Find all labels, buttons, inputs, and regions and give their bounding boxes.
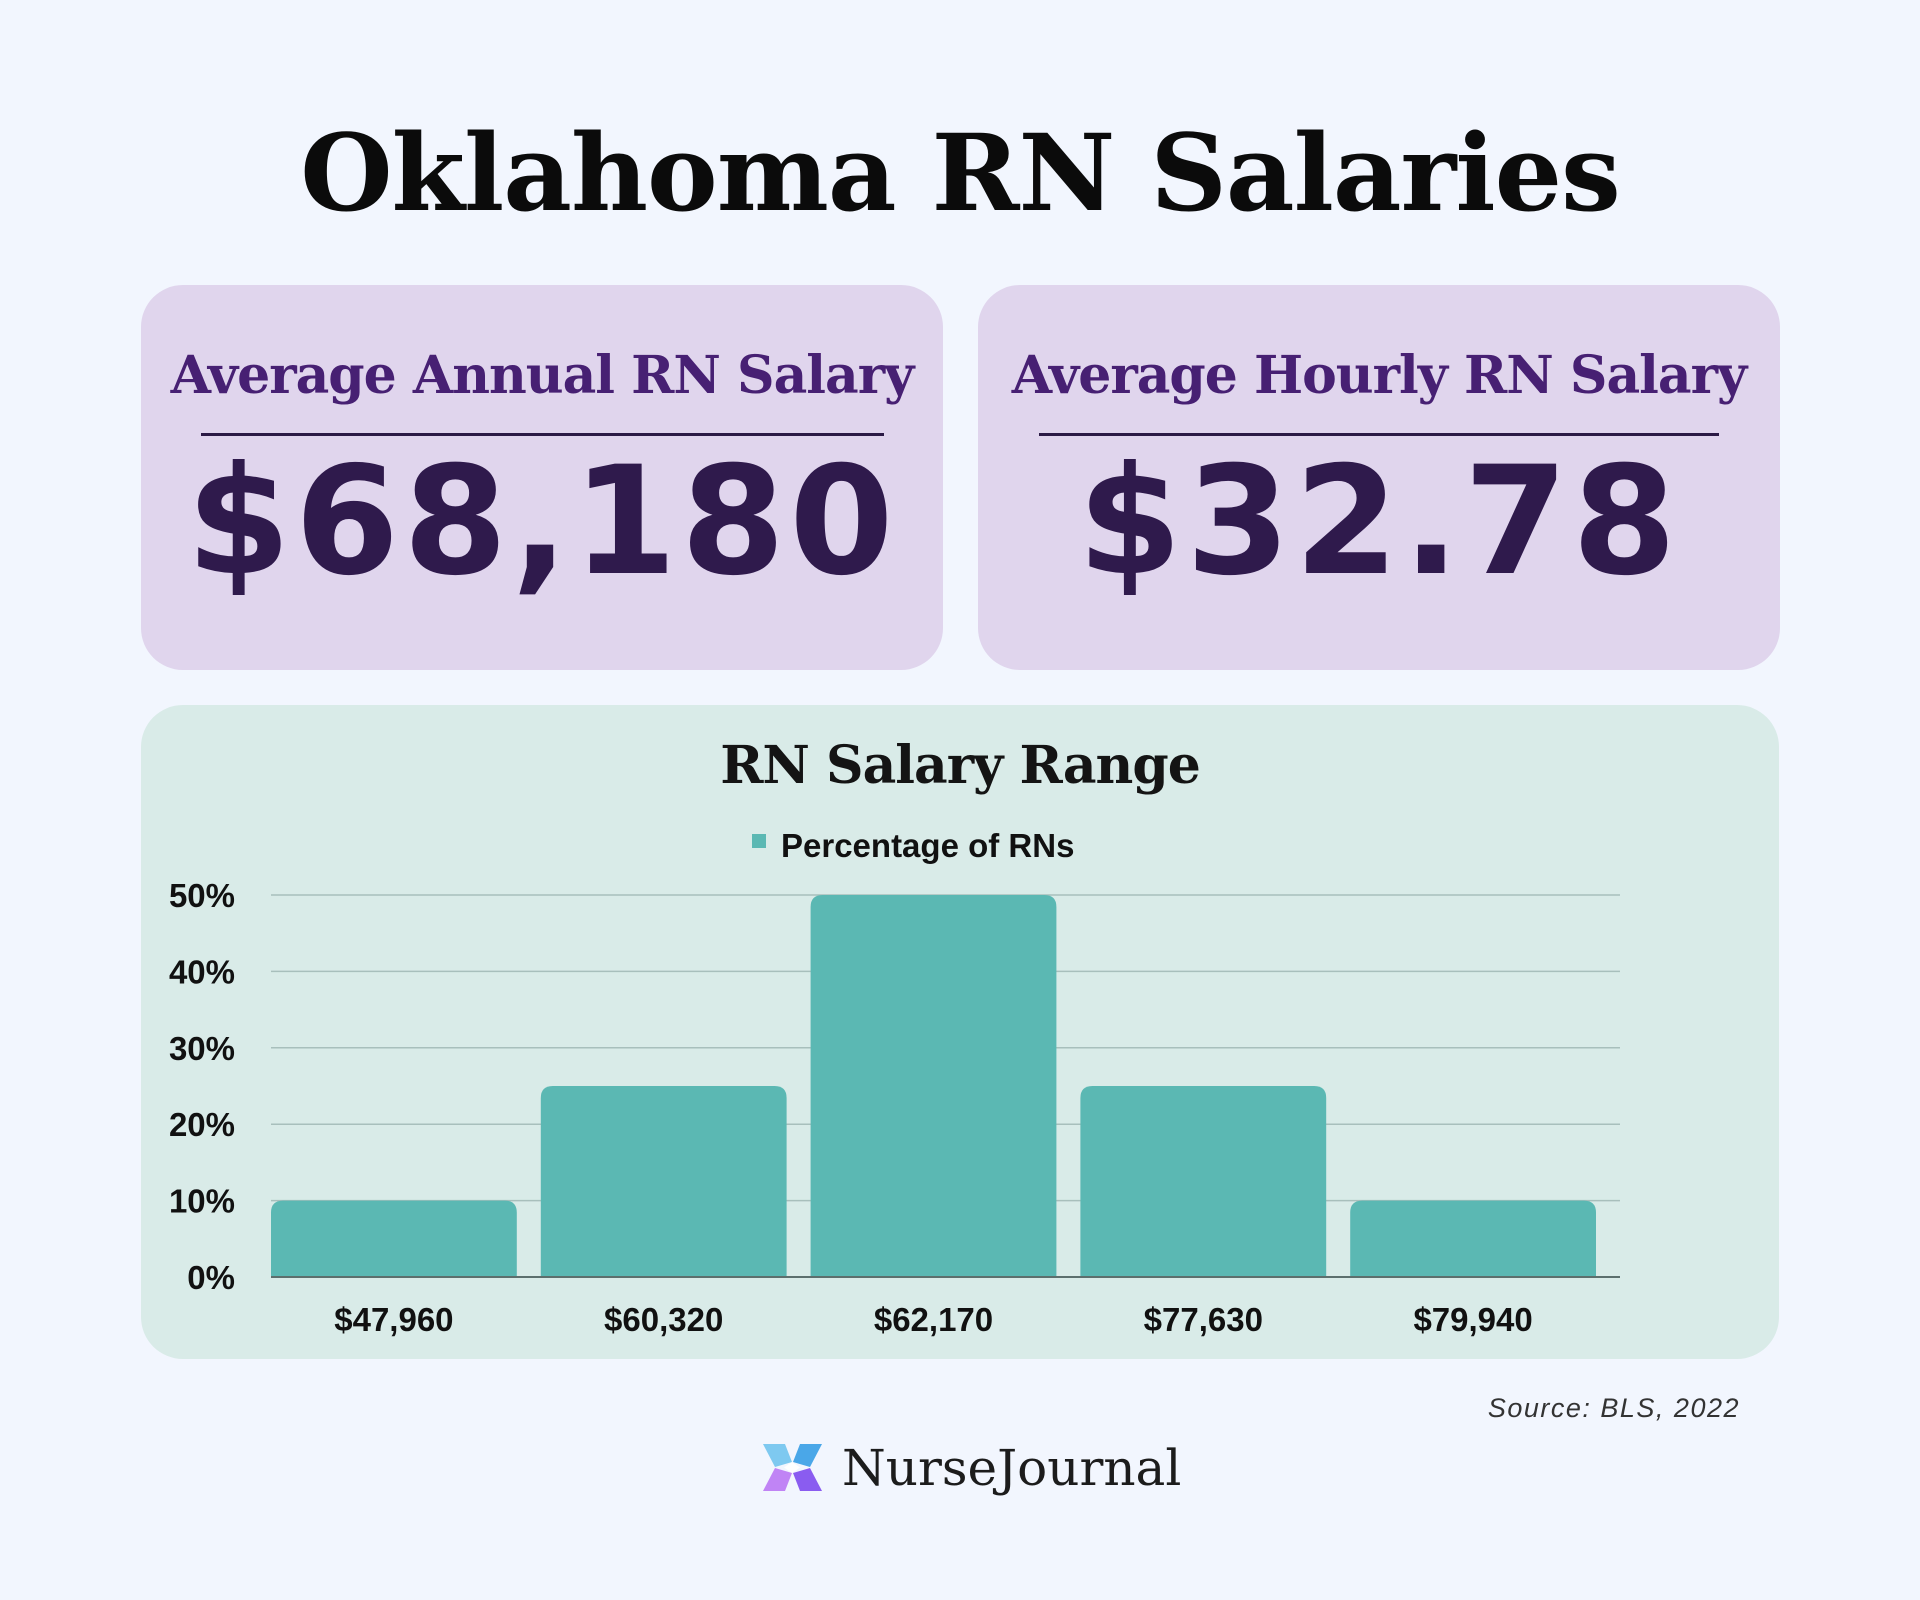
salary-range-chart: 0% 10% 20% 30% 40% 50% $47,960 $60,320 $62,170 $7… [169,827,1620,1338]
y-tick-label: 50% [169,877,235,914]
y-tick-label: 10% [169,1183,235,1220]
page-title: Oklahoma RN Salaries [300,110,1621,235]
legend-label: Percentage of RNs [781,827,1074,864]
y-tick-label: 0% [187,1259,235,1296]
annual-salary-label: Average Annual RN Salary [170,345,915,406]
y-tick-label: 40% [169,953,235,990]
salary-range-chart-card: 0% 10% 20% 30% 40% 50% $47,960 $60,320 $62,170 $7… [141,705,1779,1359]
bar [1350,1200,1596,1277]
x-tick-label: $79,940 [1413,1301,1532,1338]
x-tick-label: $60,320 [604,1301,723,1338]
bar [540,1086,787,1277]
y-tick-label: 20% [169,1106,235,1143]
annual-salary-card: Average Annual RN Salary $68,180 [141,285,943,670]
x-tick-label: $47,960 [334,1301,453,1338]
hourly-salary-card: Average Hourly RN Salary $32.78 [978,285,1780,670]
bar [810,895,1057,1277]
legend-swatch [752,834,766,848]
hourly-salary-divider [1039,433,1719,436]
annual-salary-value: $68,180 [186,435,898,609]
source-citation: Source: BLS, 2022 [1487,1393,1740,1423]
brand-name: NurseJournal [842,1438,1182,1497]
bar [1080,1086,1327,1277]
annual-salary-divider [201,433,884,436]
hourly-salary-value: $32.78 [1077,435,1681,609]
nursejournal-logo-icon [763,1444,822,1491]
x-tick-label: $77,630 [1144,1301,1263,1338]
y-tick-label: 30% [169,1030,235,1067]
bar [271,1200,517,1277]
chart-title: RN Salary Range [720,735,1201,796]
brand-footer: NurseJournal [755,1430,1181,1505]
x-tick-label: $62,170 [874,1301,993,1338]
hourly-salary-label: Average Hourly RN Salary [1011,345,1747,406]
